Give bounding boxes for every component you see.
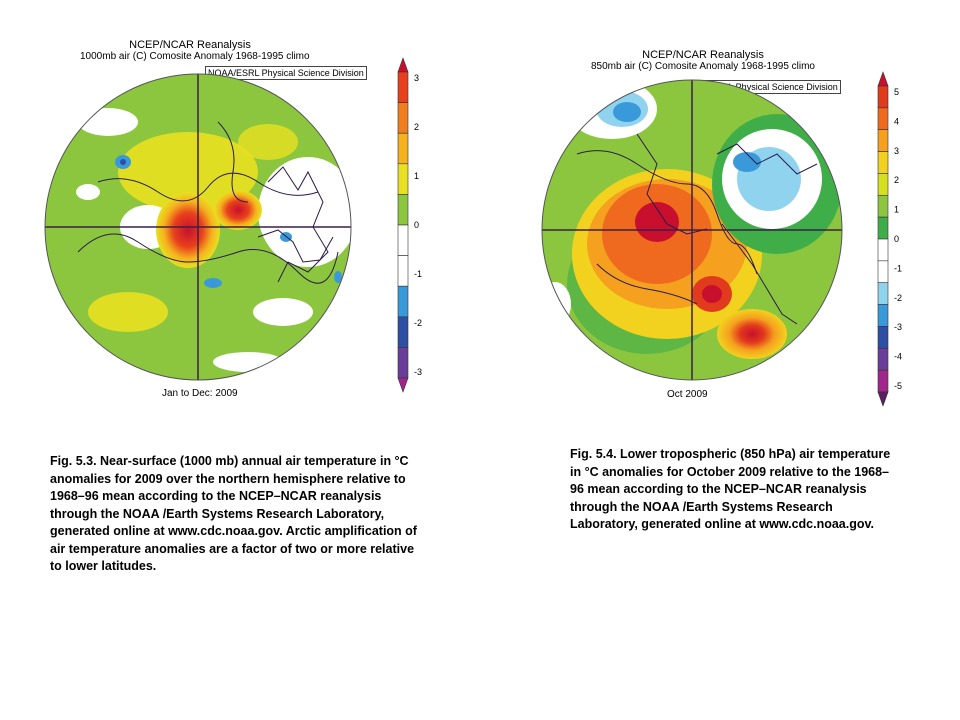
right-colorbar-swatch [877, 347, 889, 371]
left-colorbar-cap-top [397, 57, 409, 73]
right-title-line2: 850mb air (C) Comosite Anomaly 1968-1995… [591, 61, 815, 72]
left-colorbar-swatch [397, 132, 409, 165]
left-colorbar-tick-label: 3 [414, 73, 419, 83]
left-map-title: NCEP/NCAR Reanalysis 1000mb air (C) Como… [80, 39, 310, 63]
left-colorbar-swatch [397, 194, 409, 226]
left-colorbar-cap-bottom [397, 377, 409, 393]
right-colorbar-swatch [877, 129, 889, 152]
left-period-label: Jan to Dec: 2009 [162, 388, 238, 399]
right-colorbar: 5 4 3 2 1 0 -1 -2 -3 -4 -5 [877, 71, 902, 407]
right-colorbar-swatch [877, 260, 889, 284]
left-colorbar-swatch [397, 316, 409, 348]
right-colorbar-cap-bottom [877, 391, 889, 407]
right-colorbar-swatch [877, 369, 889, 393]
right-colorbar-cap-top [877, 71, 889, 87]
right-colorbar-tick-label: -4 [894, 352, 902, 362]
left-title-line2: 1000mb air (C) Comosite Anomaly 1968-199… [80, 51, 310, 62]
right-colorbar-swatch [877, 151, 889, 174]
right-colorbar-tick-label: 0 [894, 234, 899, 244]
left-colorbar-tick-label: 1 [414, 171, 419, 181]
right-figure-caption: Fig. 5.4. Lower tropospheric (850 hPa) a… [570, 447, 891, 531]
right-colorbar-tick-label: 4 [894, 116, 899, 126]
right-colorbar-tick-label: 5 [894, 87, 899, 97]
left-colorbar-swatch [397, 224, 409, 256]
left-colorbar-swatch [397, 71, 409, 103]
left-polar-map [44, 73, 352, 381]
left-figure-caption: Fig. 5.3. Near-surface (1000 mb) annual … [50, 454, 417, 573]
left-colorbar-tick-label: 0 [414, 220, 419, 230]
right-colorbar-swatch [877, 216, 889, 240]
left-colorbar-tick-label: -3 [414, 367, 422, 377]
right-colorbar-swatch [877, 238, 889, 262]
right-period-label: Oct 2009 [667, 389, 708, 400]
left-colorbar-tick-label: 2 [414, 122, 419, 132]
right-colorbar-tick-label: 3 [894, 146, 899, 156]
left-title-line1: NCEP/NCAR Reanalysis [129, 39, 251, 51]
left-colorbar-swatch [397, 163, 409, 195]
left-colorbar-swatch [397, 102, 409, 134]
right-polar-map [541, 79, 843, 381]
left-colorbar-swatch [397, 285, 409, 318]
right-colorbar-tick-label: -2 [894, 293, 902, 303]
right-colorbar-swatch [877, 326, 889, 349]
left-colorbar-swatch [397, 347, 409, 379]
right-colorbar-swatch [877, 304, 889, 327]
left-colorbar-tick-label: -2 [414, 318, 422, 328]
right-title-line1: NCEP/NCAR Reanalysis [642, 49, 764, 61]
right-colorbar-swatch [877, 107, 889, 131]
right-colorbar-tick-label: -1 [894, 263, 902, 273]
right-colorbar-swatch [877, 282, 889, 305]
left-colorbar: 3 2 1 0 -1 -2 -3 [397, 57, 422, 393]
right-colorbar-swatch [877, 85, 889, 109]
left-colorbar-tick-label: -1 [414, 269, 422, 279]
right-colorbar-swatch [877, 194, 889, 218]
right-colorbar-swatch [877, 173, 889, 196]
right-colorbar-tick-label: -3 [894, 322, 902, 332]
left-colorbar-swatch [397, 255, 409, 287]
left-credit-label: NOAA/ESRL Physical Science Division [205, 66, 367, 80]
right-map-title: NCEP/NCAR Reanalysis 850mb air (C) Comos… [583, 49, 823, 73]
right-colorbar-tick-label: 1 [894, 205, 899, 215]
right-colorbar-tick-label: 2 [894, 175, 899, 185]
right-colorbar-tick-label: -5 [894, 381, 902, 391]
